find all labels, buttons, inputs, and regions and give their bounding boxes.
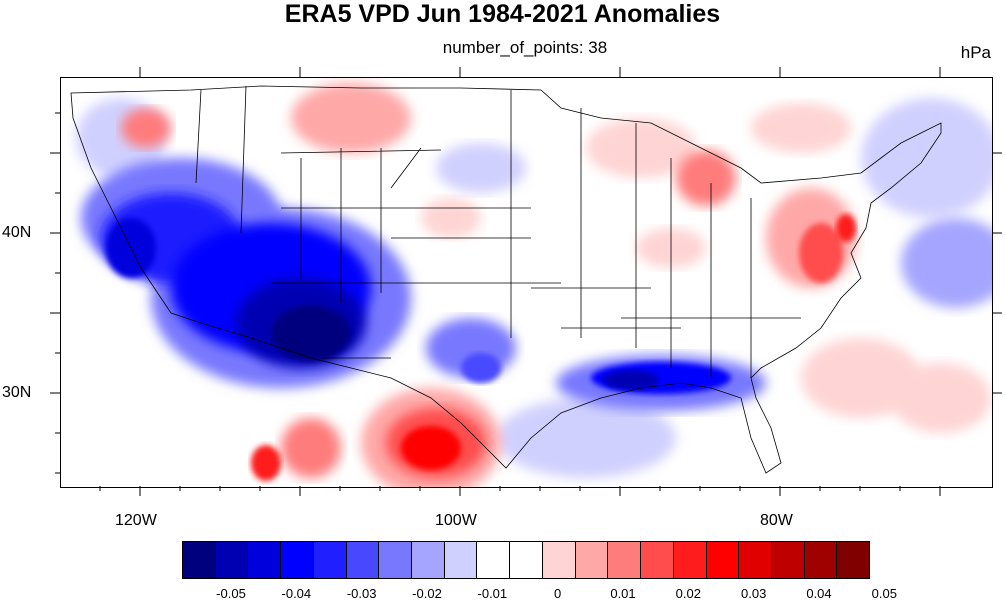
colorbar-label: 0.02 <box>675 586 701 601</box>
anomaly-patch <box>891 363 991 433</box>
colorbar-swatch <box>313 542 347 578</box>
anomaly-patch <box>281 418 341 478</box>
colorbar-swatch <box>215 542 249 578</box>
colorbar-label: 0.01 <box>610 586 636 601</box>
anomaly-patch <box>676 150 736 206</box>
colorbar-label: 0.05 <box>871 586 897 601</box>
colorbar-swatch <box>281 542 314 578</box>
colorbar-swatch <box>575 542 609 578</box>
colorbar-label: -0.02 <box>412 586 442 601</box>
units-label: hPa <box>960 43 991 62</box>
colorbar-label: -0.03 <box>346 586 377 601</box>
colorbar-swatch <box>444 542 478 578</box>
anomaly-patch <box>461 353 501 383</box>
anomaly-map <box>70 83 992 487</box>
colorbar-swatch <box>771 542 805 578</box>
lat-label-40n: 40N <box>2 224 32 241</box>
colorbar-swatch <box>510 542 543 578</box>
chart-title: ERA5 VPD Jun 1984-2021 Anomalies <box>284 0 721 28</box>
lon-label-120w: 120W <box>115 512 157 529</box>
colorbar-swatch <box>379 542 413 578</box>
colorbar-swatch <box>673 542 707 578</box>
colorbar-swatch <box>608 542 642 578</box>
anomaly-patch <box>836 214 856 242</box>
colorbar-swatch <box>739 542 772 578</box>
anomaly-patch <box>751 103 851 153</box>
chart-subtitle: number_of_points: 38 <box>442 38 608 57</box>
anomaly-patch <box>603 370 659 390</box>
lon-label-80w: 80W <box>760 512 793 529</box>
colorbar-swatch <box>837 542 870 578</box>
colorbar-swatch <box>641 542 674 578</box>
colorbar-swatch <box>477 542 511 578</box>
anomaly-patch <box>271 305 351 361</box>
colorbar-swatch <box>183 542 216 578</box>
colorbar-label: 0 <box>554 586 562 601</box>
colorbar-swatch <box>346 542 380 578</box>
anomaly-patch <box>586 118 696 178</box>
anomaly-patch <box>861 98 992 218</box>
anomaly-patch <box>291 83 411 153</box>
anomaly-patch <box>799 223 843 283</box>
lon-label-100w: 100W <box>435 512 477 529</box>
anomaly-patch <box>251 445 281 481</box>
colorbar-swatch <box>412 542 445 578</box>
anomaly-patch <box>436 143 526 193</box>
map-plot-area <box>60 77 993 488</box>
colorbar-swatch <box>248 542 282 578</box>
lat-label-30n: 30N <box>2 384 32 401</box>
anomaly-patch <box>496 398 676 478</box>
colorbar-label: -0.05 <box>216 586 246 601</box>
anomaly-patch <box>121 108 171 148</box>
colorbar-swatch <box>804 542 838 578</box>
state-borders <box>70 85 942 474</box>
anomaly-patch <box>401 426 461 470</box>
anomaly-field <box>76 83 992 487</box>
colorbar-labels: -0.05 -0.04 -0.03 -0.02 -0.01 0 0.01 0.02 0.03 0.… <box>182 586 897 601</box>
anomaly-patch <box>901 218 992 308</box>
colorbar-label: -0.04 <box>281 586 312 601</box>
colorbar <box>182 541 870 579</box>
colorbar-swatch <box>542 542 576 578</box>
colorbar-label: -0.01 <box>477 586 508 601</box>
colorbar-label: 0.04 <box>806 586 832 601</box>
colorbar-label: 0.03 <box>741 586 767 601</box>
anomaly-patch <box>421 198 481 238</box>
colorbar-swatch <box>706 542 740 578</box>
